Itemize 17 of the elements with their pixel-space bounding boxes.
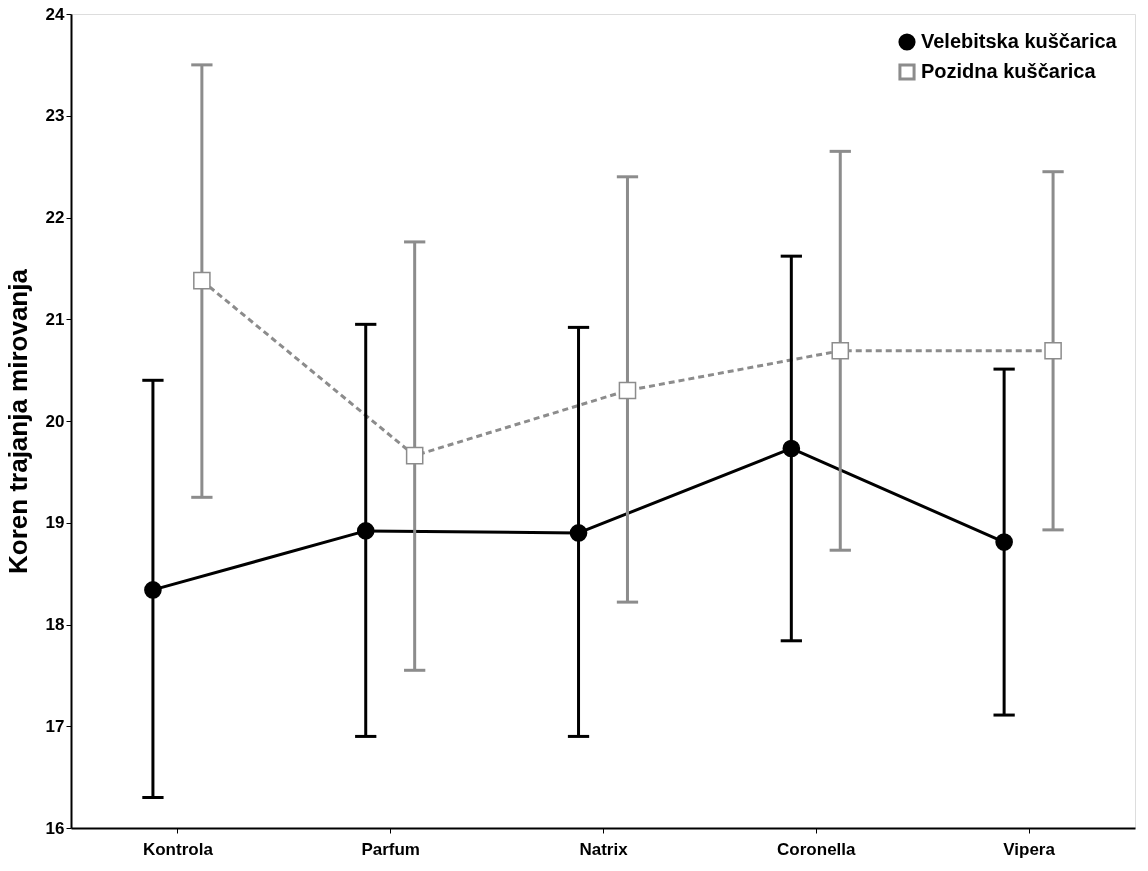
x-tick-label: Kontrola [142, 839, 214, 859]
y-tick-label: 18 [45, 615, 65, 634]
y-axis-title: Koren trajanja mirovanja [2, 268, 33, 574]
legend-label: Pozidna kuščarica [921, 60, 1097, 82]
x-tick-label: Natrix [579, 839, 629, 859]
x-tick-label: Coronella [777, 839, 857, 859]
legend-label: Velebitska kuščarica [921, 30, 1118, 52]
y-tick-label: 23 [45, 106, 65, 126]
y-tick-label: 24 [45, 4, 66, 24]
x-tick-label: Vipera [1003, 839, 1056, 859]
y-tick-label: 17 [45, 716, 65, 736]
y-tick-label: 22 [45, 208, 65, 227]
y-tick-label: 16 [45, 818, 65, 838]
y-tick-label: 19 [45, 513, 65, 533]
y-tick-label: 20 [45, 411, 65, 431]
x-tick-label: Parfum [361, 839, 420, 859]
y-tick-label: 21 [45, 309, 65, 329]
